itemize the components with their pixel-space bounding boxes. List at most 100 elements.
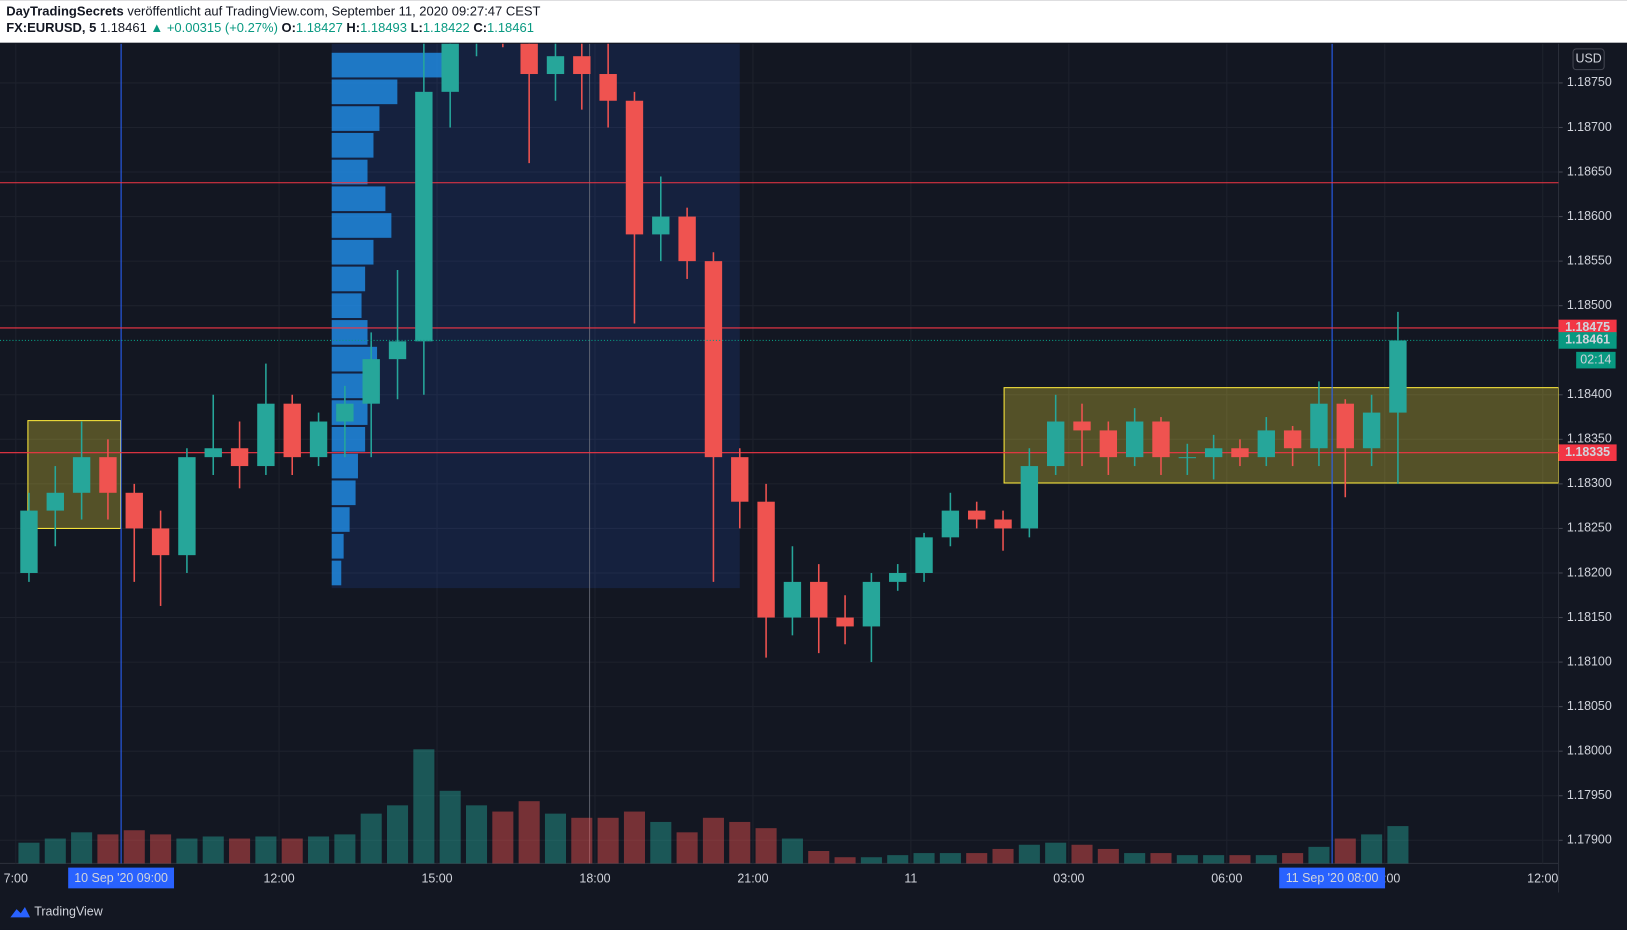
candle-body bbox=[20, 510, 38, 573]
candle-body bbox=[72, 457, 91, 493]
plot bbox=[0, 43, 1559, 864]
volume-bar bbox=[1308, 846, 1330, 864]
y-tick-label: 1.18600 bbox=[1567, 209, 1612, 223]
profile-bar bbox=[331, 560, 342, 586]
profile-bar bbox=[331, 79, 398, 105]
candle-body bbox=[546, 56, 565, 75]
candle-body bbox=[652, 216, 670, 235]
volume-bar bbox=[544, 813, 567, 864]
candle-body bbox=[1020, 466, 1039, 529]
volume-bar bbox=[1282, 853, 1304, 864]
volume-bar bbox=[939, 853, 961, 864]
volume-bar bbox=[887, 855, 909, 864]
volume-bar bbox=[755, 828, 777, 864]
symbol: FX:EURUSD, 5 bbox=[6, 21, 96, 36]
volume-bar bbox=[781, 838, 803, 864]
candle-body bbox=[889, 572, 907, 582]
logo bbox=[10, 907, 31, 918]
marker-label: 11 Sep '20 08:00 bbox=[1286, 871, 1379, 885]
volume-bar bbox=[202, 836, 224, 864]
volume-bar bbox=[1255, 855, 1277, 864]
volume-bar bbox=[1176, 855, 1198, 864]
profile-bar bbox=[331, 293, 362, 319]
volume-bar bbox=[386, 805, 409, 864]
current-price-label: 1.18461 bbox=[1565, 333, 1610, 347]
price-label-box bbox=[1558, 444, 1617, 461]
candle-body bbox=[362, 359, 380, 404]
c: 1.18461 bbox=[487, 21, 534, 36]
volume-bar bbox=[913, 853, 935, 864]
candle-body bbox=[125, 492, 143, 529]
footer bbox=[0, 892, 1627, 930]
profile-bar bbox=[331, 106, 380, 131]
y-tick-label: 1.17950 bbox=[1567, 788, 1612, 802]
candle-body bbox=[151, 528, 170, 556]
volume-bar bbox=[1387, 826, 1409, 864]
volume-bar bbox=[729, 821, 751, 864]
y-tick-label: 1.18750 bbox=[1567, 75, 1612, 89]
volume-bar bbox=[1018, 844, 1040, 864]
y-tick-label: 1.18550 bbox=[1567, 253, 1612, 267]
volume-bar bbox=[571, 817, 593, 864]
volume-bar bbox=[255, 836, 277, 864]
currency[interactable]: USD bbox=[1575, 52, 1601, 66]
volume-bar bbox=[413, 749, 435, 864]
currency-button[interactable] bbox=[1572, 48, 1605, 71]
candle-body bbox=[731, 457, 749, 502]
candle-body bbox=[625, 100, 644, 235]
profile-bar bbox=[331, 266, 366, 292]
volume-bar bbox=[97, 834, 119, 864]
y-tick-label: 1.18650 bbox=[1567, 164, 1612, 178]
marker-label-box bbox=[1279, 867, 1386, 889]
y-tick-label: 1.18400 bbox=[1567, 387, 1612, 401]
candle-body bbox=[1125, 421, 1144, 458]
volume-bar bbox=[992, 848, 1014, 864]
candle-body bbox=[1257, 430, 1275, 458]
candle-body bbox=[204, 448, 222, 458]
profile-bar bbox=[331, 239, 374, 265]
x-tick-label: 12:00 bbox=[263, 871, 294, 885]
candle-body bbox=[1336, 403, 1354, 449]
candle-body bbox=[810, 581, 828, 618]
x-tick-label: 18:00 bbox=[579, 871, 610, 885]
candle-body bbox=[1283, 430, 1302, 449]
profile-bar bbox=[331, 159, 368, 185]
candle-body bbox=[704, 261, 723, 458]
candle-body bbox=[1046, 421, 1065, 467]
candle-body bbox=[178, 457, 196, 556]
price-label-box bbox=[1558, 319, 1617, 337]
volume-bar bbox=[1334, 838, 1356, 864]
x-tick-label: 11 bbox=[904, 871, 917, 885]
candle-body bbox=[1231, 448, 1249, 458]
volume-bar bbox=[518, 801, 540, 864]
candle-body bbox=[309, 421, 328, 458]
candle-body bbox=[1389, 340, 1407, 413]
volume-bar bbox=[702, 817, 724, 864]
profile-bar bbox=[331, 427, 366, 452]
candle-body bbox=[441, 43, 459, 92]
volume-bar bbox=[650, 821, 672, 864]
candle-body bbox=[1204, 448, 1223, 458]
volume-bar bbox=[1097, 848, 1119, 864]
candle-body bbox=[862, 581, 881, 627]
ohlc-line: FX:EURUSD, 5 1.18461 ▲ +0.00315 (+0.27%)… bbox=[6, 21, 534, 36]
volume-bar bbox=[229, 838, 251, 864]
x-tick-label: 06:00 bbox=[1211, 871, 1242, 885]
volume-bar bbox=[1150, 853, 1172, 864]
candle-body bbox=[836, 617, 854, 627]
volume-bar bbox=[360, 813, 382, 864]
y-tick-label: 1.18500 bbox=[1567, 298, 1612, 312]
volume-bar bbox=[808, 850, 830, 864]
candle-body bbox=[1073, 421, 1091, 431]
candle-body bbox=[1178, 457, 1197, 459]
candle-body bbox=[1099, 430, 1118, 458]
volume-bar bbox=[860, 857, 882, 864]
header-line: DayTradingSecrets veröffentlicht auf Tra… bbox=[6, 4, 540, 19]
footer-text: TradingView bbox=[34, 904, 103, 918]
x-tick-label: 12:00 bbox=[1527, 871, 1558, 885]
candle-body bbox=[283, 403, 301, 458]
profile-bar bbox=[331, 186, 386, 212]
candle-body bbox=[915, 537, 933, 573]
